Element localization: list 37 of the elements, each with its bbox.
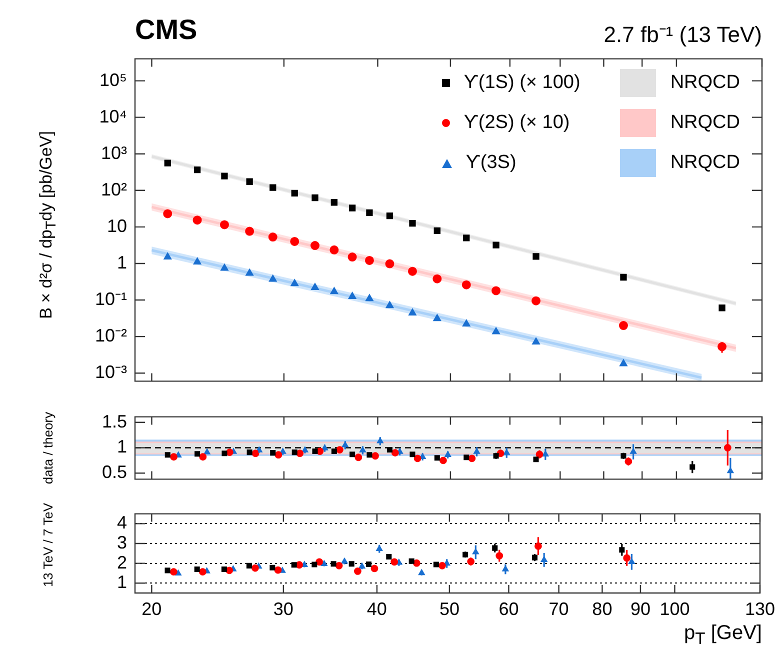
y-tick-label: 1 [116, 252, 127, 272]
y-tick-label: 10³ [100, 142, 128, 163]
y-tick-label: 2 [116, 552, 127, 572]
y-tick-label: 1.5 [102, 411, 127, 432]
x-tick-label: 30 [273, 598, 294, 619]
x-tick-label: 70 [548, 598, 569, 619]
y-tick-label: 10 [106, 216, 127, 236]
y-tick-label: 4 [116, 512, 127, 533]
y-tick-label: 1 [116, 436, 127, 457]
legend-label: ϒ(1S) (× 100) [464, 72, 580, 94]
chart-subtitle: 2.7 fb⁻¹ (13 TeV) [604, 21, 762, 48]
y-tick-label: 0.5 [102, 462, 127, 482]
legend-label: NRQCD [670, 72, 740, 94]
legend-label: ϒ(2S) (× 10) [464, 112, 570, 134]
chart-title: CMS [135, 14, 198, 46]
legend-label: NRQCD [670, 112, 740, 134]
y-tick-label: 10⁻² [94, 326, 128, 346]
y-tick-label: 10⁻³ [94, 362, 128, 382]
legend-label: NRQCD [670, 152, 740, 174]
y-axis-title: data / theory [40, 411, 56, 484]
y-tick-label: 3 [116, 532, 127, 552]
x-tick-label: 40 [366, 598, 387, 619]
x-tick-label: 60 [498, 598, 519, 619]
x-tick-label: 20 [142, 598, 162, 619]
y-tick-label: 10⁻¹ [94, 288, 128, 309]
x-tick-label: 50 [439, 598, 460, 619]
x-tick-label: 100 [660, 598, 690, 619]
legend-label: ϒ(3S) [466, 152, 516, 174]
x-tick-label: 130 [744, 598, 776, 619]
y-tick-label: 10⁵ [100, 70, 127, 90]
y-tick-label: 10⁴ [99, 106, 127, 126]
y-tick-label: 1 [116, 572, 127, 592]
x-tick-label: 90 [630, 598, 650, 619]
y-tick-label: 10² [100, 179, 128, 200]
y-axis-title: 13 TeV / 7 TeV [40, 502, 56, 587]
x-tick-label: 80 [592, 598, 612, 619]
x-axis-title: p$_{T}$ [GeV] [684, 622, 762, 649]
